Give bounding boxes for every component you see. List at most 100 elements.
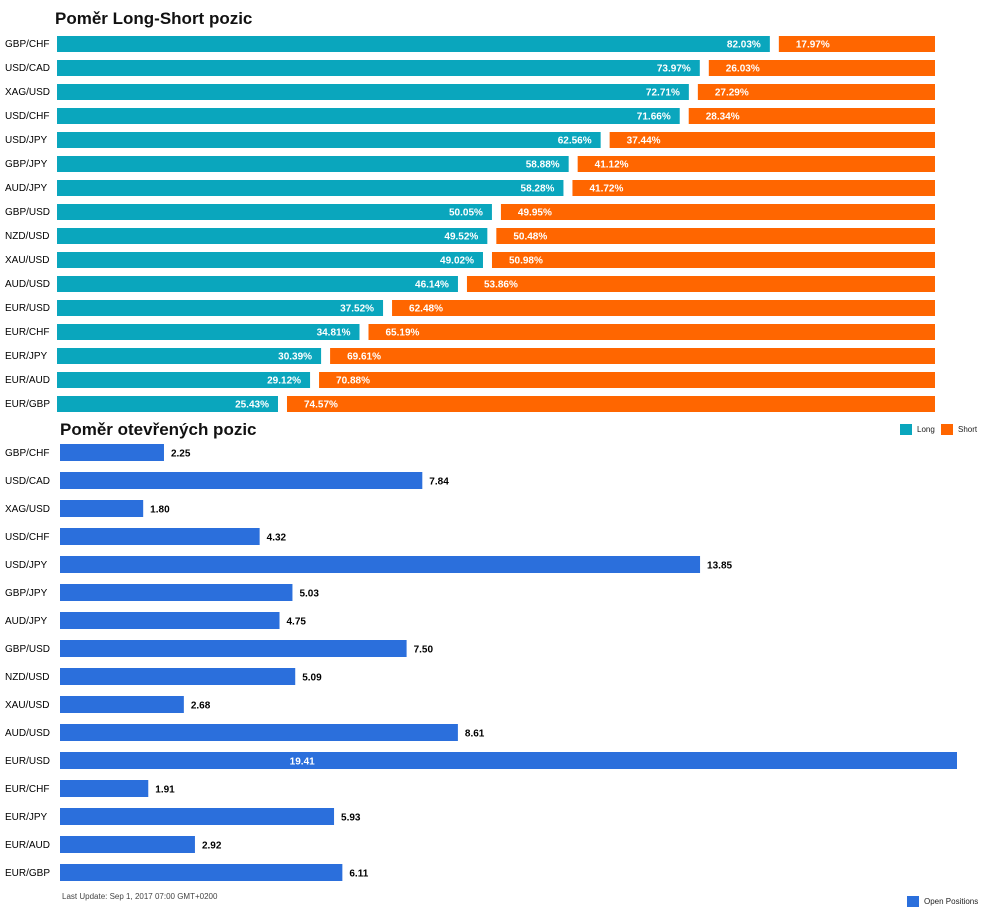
long-bar bbox=[57, 108, 680, 124]
open-positions-bar bbox=[60, 528, 260, 545]
open-positions-bar bbox=[60, 444, 164, 461]
open-positions-value-label: 6.11 bbox=[349, 869, 368, 880]
long-bar bbox=[57, 300, 384, 316]
ls-category-label: AUD/USD bbox=[5, 279, 50, 290]
long-bar bbox=[57, 180, 564, 196]
short-bar bbox=[500, 204, 935, 220]
op-category-label: USD/JPY bbox=[5, 560, 48, 571]
long-short-chart-title: Poměr Long-Short pozic bbox=[55, 9, 253, 28]
open-positions-value-label: 5.09 bbox=[302, 673, 322, 684]
short-bar bbox=[392, 300, 935, 316]
op-category-label: EUR/GBP bbox=[5, 868, 50, 879]
ls-category-label: EUR/CHF bbox=[5, 327, 49, 338]
long-value-label: 49.52% bbox=[444, 232, 478, 243]
long-value-label: 25.43% bbox=[235, 400, 269, 411]
ls-category-label: GBP/CHF bbox=[5, 39, 49, 50]
open-positions-value-label: 19.41 bbox=[290, 757, 315, 768]
open-positions-bar bbox=[60, 612, 280, 629]
op-category-label: EUR/CHF bbox=[5, 784, 49, 795]
open-positions-bar bbox=[60, 780, 149, 797]
long-value-label: 82.03% bbox=[727, 40, 761, 51]
open-positions-bar bbox=[60, 696, 184, 713]
ls-category-label: EUR/USD bbox=[5, 303, 50, 314]
short-bar bbox=[609, 132, 935, 148]
short-value-label: 41.72% bbox=[589, 184, 623, 195]
ls-category-label: EUR/JPY bbox=[5, 351, 48, 362]
short-value-label: 41.12% bbox=[595, 160, 629, 171]
legend-long: Long bbox=[900, 424, 935, 435]
op-category-label: AUD/JPY bbox=[5, 616, 48, 627]
open-positions-bar bbox=[60, 724, 458, 741]
open-positions-value-label: 1.91 bbox=[155, 785, 175, 796]
short-value-label: 69.61% bbox=[347, 352, 381, 363]
short-bar bbox=[778, 36, 935, 52]
op-category-label: AUD/USD bbox=[5, 728, 50, 739]
long-bar bbox=[57, 276, 458, 292]
open-positions-value-label: 7.84 bbox=[429, 477, 449, 488]
long-value-label: 73.97% bbox=[657, 64, 691, 75]
short-bar bbox=[688, 108, 935, 124]
long-value-label: 49.02% bbox=[440, 256, 474, 267]
op-category-label: EUR/JPY bbox=[5, 812, 48, 823]
legend-open-swatch bbox=[907, 896, 919, 907]
ls-category-label: USD/JPY bbox=[5, 135, 48, 146]
legend-long-label: Long bbox=[917, 425, 935, 434]
op-category-label: NZD/USD bbox=[5, 672, 49, 683]
open-positions-bar bbox=[60, 808, 335, 825]
short-bar bbox=[466, 276, 935, 292]
op-category-label: USD/CHF bbox=[5, 532, 49, 543]
long-value-label: 29.12% bbox=[267, 376, 301, 387]
ls-category-label: AUD/JPY bbox=[5, 183, 48, 194]
short-value-label: 37.44% bbox=[627, 136, 661, 147]
open-positions-bar bbox=[60, 640, 407, 657]
open-positions-chart-title: Poměr otevřených pozic bbox=[60, 420, 257, 439]
open-positions-bar bbox=[60, 752, 957, 769]
open-positions-bar bbox=[60, 584, 293, 601]
op-category-label: GBP/JPY bbox=[5, 588, 48, 599]
op-category-label: USD/CAD bbox=[5, 476, 50, 487]
open-positions-bar bbox=[60, 836, 195, 853]
long-bar bbox=[57, 252, 483, 268]
short-bar bbox=[572, 180, 935, 196]
legend-open-positions: Open Positions bbox=[907, 896, 978, 907]
long-value-label: 46.14% bbox=[415, 280, 449, 291]
long-bar bbox=[57, 324, 360, 340]
long-value-label: 58.28% bbox=[521, 184, 555, 195]
long-bar bbox=[57, 84, 689, 100]
op-category-label: XAU/USD bbox=[5, 700, 49, 711]
long-bar bbox=[57, 60, 700, 76]
short-value-label: 65.19% bbox=[385, 328, 419, 339]
legend-short-swatch bbox=[941, 424, 953, 435]
open-positions-bar bbox=[60, 500, 144, 517]
ls-category-label: XAG/USD bbox=[5, 87, 50, 98]
short-value-label: 28.34% bbox=[706, 112, 740, 123]
op-category-label: EUR/AUD bbox=[5, 840, 50, 851]
long-value-label: 37.52% bbox=[340, 304, 374, 315]
ls-category-label: XAU/USD bbox=[5, 255, 49, 266]
short-value-label: 74.57% bbox=[304, 400, 338, 411]
long-bar bbox=[57, 372, 311, 388]
long-bar bbox=[57, 132, 601, 148]
long-bar bbox=[57, 396, 278, 412]
long-value-label: 72.71% bbox=[646, 88, 680, 99]
short-value-label: 53.86% bbox=[484, 280, 518, 291]
open-positions-bar bbox=[60, 668, 296, 685]
long-value-label: 30.39% bbox=[278, 352, 312, 363]
legend-long-swatch bbox=[900, 424, 912, 435]
open-positions-value-label: 2.92 bbox=[202, 841, 222, 852]
short-value-label: 27.29% bbox=[715, 88, 749, 99]
ls-category-label: GBP/USD bbox=[5, 207, 50, 218]
long-value-label: 58.88% bbox=[526, 160, 560, 171]
open-positions-value-label: 5.03 bbox=[299, 589, 319, 600]
ls-category-label: GBP/JPY bbox=[5, 159, 48, 170]
open-positions-value-label: 2.68 bbox=[191, 701, 211, 712]
short-value-label: 62.48% bbox=[409, 304, 443, 315]
open-positions-value-label: 13.85 bbox=[707, 561, 732, 572]
ls-category-label: EUR/GBP bbox=[5, 399, 50, 410]
short-bar bbox=[368, 324, 935, 340]
long-bar bbox=[57, 204, 492, 220]
short-value-label: 50.98% bbox=[509, 256, 543, 267]
open-positions-value-label: 4.75 bbox=[287, 617, 307, 628]
open-positions-value-label: 4.32 bbox=[267, 533, 287, 544]
